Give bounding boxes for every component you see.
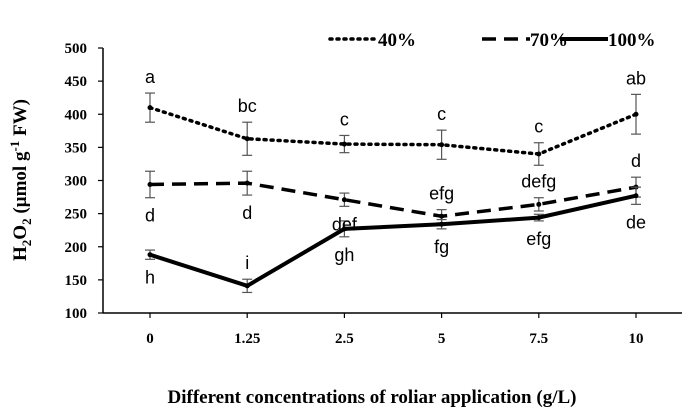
x-tick-label: 2.5 — [335, 331, 354, 347]
significance-letter: d — [242, 203, 252, 223]
y-axis-label: H2O2 (µmol g-1 FW) — [7, 99, 34, 261]
data-point — [536, 215, 542, 221]
significance-letter: efg — [429, 184, 454, 204]
data-point — [341, 141, 347, 147]
significance-letter: d — [145, 206, 155, 226]
legend-label: 40% — [378, 30, 416, 51]
series-100-pct — [145, 186, 641, 294]
y-tick-label: 250 — [65, 207, 88, 223]
data-point — [341, 226, 347, 232]
x-tick-label: 5 — [438, 331, 446, 347]
significance-letter: c — [534, 117, 543, 137]
y-tick-label: 200 — [65, 240, 88, 256]
series-70-pct — [145, 170, 641, 224]
data-point — [147, 181, 153, 187]
significance-letter: gh — [334, 245, 354, 265]
significance-letter: c — [340, 109, 349, 129]
legend: 40% 70% 100% — [328, 30, 656, 51]
x-tick-label: 7.5 — [529, 331, 548, 347]
data-point — [439, 221, 445, 227]
series-layer — [145, 92, 641, 294]
data-point — [536, 151, 542, 157]
significance-letters: a bc c c c ab d d def efg defg d h i gh fg efg de — [145, 67, 646, 287]
y-tick-label: 300 — [65, 174, 88, 190]
x-tick-label: 1.25 — [234, 331, 260, 347]
x-tick-label: 0 — [146, 331, 154, 347]
data-point — [439, 213, 445, 219]
significance-letter: efg — [526, 229, 551, 249]
x-axis-label: Different concentrations of roliar appli… — [168, 387, 577, 408]
x-tick-label: 10 — [629, 331, 644, 347]
y-tick-label: 100 — [65, 306, 88, 322]
data-point — [439, 142, 445, 148]
data-point — [147, 105, 153, 111]
data-point — [244, 283, 250, 289]
data-point — [147, 252, 153, 258]
significance-letter: h — [145, 267, 155, 287]
series-line — [149, 193, 637, 289]
series-line — [149, 181, 637, 219]
significance-letter: def — [332, 214, 358, 234]
significance-letter: de — [626, 212, 646, 232]
significance-letter: fg — [434, 237, 449, 257]
data-point — [633, 193, 639, 199]
data-point — [244, 136, 250, 142]
significance-letter: c — [437, 104, 446, 124]
data-point — [633, 111, 639, 117]
y-tick-label: 400 — [65, 107, 88, 123]
y-tick-label: 450 — [65, 74, 88, 90]
significance-letter: defg — [521, 172, 556, 192]
axes: 100 150 200 250 300 350 400 450 500 0 1.25 2.5 5 7.5 1… — [65, 41, 682, 347]
significance-letter: ab — [626, 68, 646, 88]
significance-letter: a — [145, 67, 156, 87]
data-point — [536, 201, 542, 207]
series-line — [148, 105, 638, 156]
data-point — [244, 180, 250, 186]
significance-letter: d — [631, 151, 641, 171]
legend-label: 100% — [608, 30, 656, 51]
data-point — [341, 197, 347, 203]
y-tick-label: 150 — [65, 273, 88, 289]
series-40-pct — [145, 92, 641, 166]
y-tick-label: 350 — [65, 140, 88, 156]
significance-letter: bc — [238, 96, 257, 116]
legend-label: 70% — [530, 30, 568, 51]
significance-letter: i — [245, 253, 249, 273]
y-tick-label: 500 — [65, 41, 88, 57]
